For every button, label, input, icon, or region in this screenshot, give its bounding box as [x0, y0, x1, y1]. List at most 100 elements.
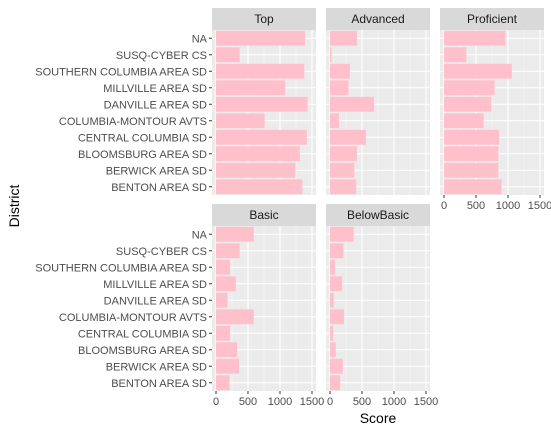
y-axis-title: District	[6, 185, 22, 228]
bar	[216, 146, 300, 162]
bar	[216, 226, 254, 242]
x-tick-label: 0	[441, 200, 447, 212]
facet-strip	[326, 8, 430, 30]
x-tick-label: 1500	[300, 396, 324, 408]
bar	[330, 358, 343, 374]
y-tick-label: BENTON AREA SD	[111, 182, 207, 194]
y-tick-label: NA	[192, 33, 208, 45]
bar	[330, 325, 334, 341]
bar	[444, 47, 467, 63]
y-tick-label: BENTON AREA SD	[111, 378, 207, 390]
y-tick-label: CENTRAL COLUMBIA SD	[78, 132, 207, 144]
bar	[216, 80, 286, 96]
bar	[216, 309, 254, 325]
bar	[330, 63, 350, 79]
facet-panel-top: Top NA SUSQ-CYBER CS SOUTHERN COLUMBIA AREA…	[35, 8, 316, 195]
facet-strip	[212, 8, 316, 30]
facet-panel-advanced: Advanced	[326, 8, 430, 195]
facet-panel-basic: Basic NA SUSQ-CYBER CS SOUTHERN COLUMBIA AR…	[35, 204, 324, 408]
facet-strip	[440, 8, 544, 30]
bar	[444, 30, 506, 46]
bar	[216, 375, 230, 391]
x-tick-label: 1000	[382, 396, 406, 408]
x-axis-title: Score	[360, 410, 397, 426]
y-tick-label: BLOOMSBURG AREA SD	[78, 149, 207, 161]
y-tick-label: BLOOMSBURG AREA SD	[78, 345, 207, 357]
bar	[444, 179, 502, 195]
facet-strip-label: BelowBasic	[347, 208, 409, 222]
facet-strip	[326, 204, 430, 226]
bar	[216, 179, 303, 195]
y-tick-label: SOUTHERN COLUMBIA AREA SD	[35, 66, 207, 78]
bar	[444, 80, 495, 96]
facet-strip-label: Top	[254, 12, 274, 26]
facet-strip	[212, 204, 316, 226]
bar	[216, 292, 228, 308]
bar	[330, 80, 349, 96]
y-tick-label: SUSQ-CYBER CS	[116, 246, 207, 258]
bar	[216, 358, 240, 374]
x-tick-label: 1500	[528, 200, 551, 212]
bar	[216, 63, 305, 79]
bar	[444, 113, 484, 129]
facet-panel-proficient: Proficient 0 500 1000 1500	[440, 8, 551, 212]
bar	[216, 129, 307, 145]
y-tick-label: BERWICK AREA SD	[106, 361, 207, 373]
x-tick-label: 500	[239, 396, 257, 408]
y-tick-label: CENTRAL COLUMBIA SD	[78, 328, 207, 340]
bar	[444, 63, 512, 79]
bar	[444, 162, 499, 178]
x-tick-label: 1000	[268, 396, 292, 408]
bar	[330, 375, 341, 391]
facet-panel-belowbasic: BelowBasic 0 500 1000 1500	[326, 204, 438, 408]
bar	[330, 179, 357, 195]
bar	[330, 309, 345, 325]
y-tick-label: COLUMBIA-MONTOUR AVTS	[59, 312, 207, 324]
bar	[330, 129, 366, 145]
bar	[216, 243, 240, 259]
y-tick-label: MILLVILLE AREA SD	[103, 83, 207, 95]
bar	[216, 113, 265, 129]
bar	[216, 47, 240, 63]
bar	[330, 113, 339, 129]
facet-panels: Top NA SUSQ-CYBER CS SOUTHERN COLUMBIA AREA…	[35, 8, 551, 408]
facet-strip-label: Advanced	[351, 12, 404, 26]
y-tick-label: DANVILLE AREA SD	[104, 295, 207, 307]
x-tick-label: 500	[353, 396, 371, 408]
bar	[216, 325, 231, 341]
y-tick-label: BERWICK AREA SD	[106, 165, 207, 177]
x-tick-label: 1500	[414, 396, 438, 408]
x-tick-label: 0	[213, 396, 219, 408]
bar	[330, 226, 354, 242]
x-tick-label: 0	[327, 396, 333, 408]
bar	[216, 342, 238, 358]
y-tick-label: SOUTHERN COLUMBIA AREA SD	[35, 262, 207, 274]
bar	[330, 276, 343, 292]
y-tick-label: MILLVILLE AREA SD	[103, 279, 207, 291]
facet-strip-label: Basic	[249, 208, 278, 222]
bar	[330, 30, 357, 46]
bar	[444, 96, 492, 112]
y-tick-label: SUSQ-CYBER CS	[116, 50, 207, 62]
bar	[330, 292, 334, 308]
bar	[330, 146, 357, 162]
bar	[330, 243, 344, 259]
x-tick-label: 500	[467, 200, 485, 212]
y-tick-label: COLUMBIA-MONTOUR AVTS	[59, 116, 207, 128]
bar	[216, 162, 296, 178]
bar	[330, 162, 355, 178]
bar	[330, 342, 336, 358]
bar	[216, 96, 308, 112]
bar	[330, 259, 336, 275]
bar	[216, 276, 236, 292]
bar	[330, 96, 375, 112]
y-tick-label: DANVILLE AREA SD	[104, 99, 207, 111]
x-tick-label: 1000	[496, 200, 520, 212]
facet-strip-label: Proficient	[467, 12, 518, 26]
bar	[444, 129, 500, 145]
bar	[444, 146, 499, 162]
bar	[216, 259, 231, 275]
y-tick-label: NA	[192, 229, 208, 241]
bar	[216, 30, 305, 46]
